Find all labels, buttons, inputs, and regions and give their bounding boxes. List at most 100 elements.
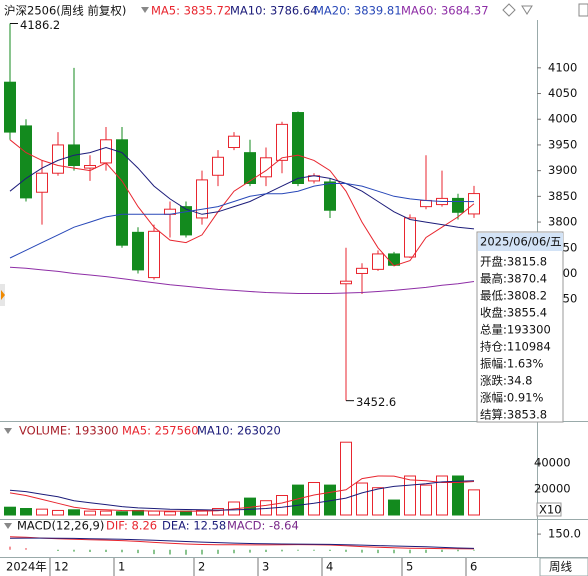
volume-bar [196, 509, 208, 516]
tooltip-row: 开盘:3815.8 [480, 255, 547, 269]
icon-volume [4, 428, 12, 434]
icon-macd [4, 523, 12, 529]
legend-entry: DEA: 12.58 [162, 519, 226, 533]
candle-body [372, 253, 384, 270]
candle-body [324, 181, 336, 211]
icon-ma [141, 7, 149, 13]
ma-line [9, 146, 475, 230]
candle-body [340, 280, 352, 285]
volume-bar [436, 475, 448, 516]
candle-body [260, 157, 272, 178]
legend-entry: VOLUME: 193300 [19, 424, 119, 438]
volume-bar [148, 510, 160, 516]
tooltip-row: 最低:3808.2 [480, 289, 547, 303]
candle-body [452, 197, 464, 213]
ma-line [9, 266, 475, 294]
volume-bar [388, 499, 400, 516]
candle-body [404, 217, 416, 258]
tooltip-row: 收盘:3855.4 [480, 306, 547, 320]
candle-body [132, 231, 144, 271]
icon-box[interactable] [578, 3, 588, 17]
y-tick-label: 3950 [548, 137, 577, 151]
x-tick-label: 6 [470, 560, 477, 574]
chart-title: 沪深2506(周线 前复权) [4, 4, 126, 18]
volume-bar [420, 484, 432, 516]
candle-body [84, 165, 96, 169]
candle-body [116, 139, 128, 246]
dea-line [9, 537, 475, 549]
x-tick-label: 5 [406, 560, 413, 574]
macd-title: MACD(12,26,9) [17, 519, 104, 533]
tooltip-row: 结算:3853.8 [480, 408, 547, 422]
legend-entry: MA20: 3839.81 [314, 4, 402, 18]
x-tick-label: 2024年 [6, 560, 47, 574]
y-tick-label: 4100 [548, 60, 577, 74]
volume-ma-line [9, 480, 475, 511]
volume-bar [308, 482, 320, 516]
volume-bar [164, 511, 176, 516]
legend-entry: DIF: 8.26 [106, 519, 157, 533]
icon-dropdown[interactable] [521, 5, 533, 15]
volume-bar [68, 509, 80, 516]
tooltip-row: 持仓:110984 [480, 340, 551, 354]
volume-bar [404, 475, 416, 516]
legend-entry: MACD: -8.64 [227, 519, 299, 533]
y-tick-label: 40000 [534, 456, 571, 470]
volume-bar [100, 510, 112, 516]
candle-body [4, 81, 16, 133]
tooltip-row: 涨幅:0.91% [480, 391, 543, 405]
volume-ma-line [9, 475, 475, 512]
candle-body [36, 172, 48, 193]
y-tick-label: 20000 [534, 482, 571, 496]
volume-bar [116, 511, 128, 516]
x-tick-label: 4 [326, 560, 333, 574]
y-tick-label: 4000 [548, 112, 577, 126]
legend-entry: MA60: 3684.37 [401, 4, 489, 18]
candle-body [20, 125, 32, 199]
period-label[interactable]: 周线 [549, 560, 572, 574]
tooltip-row: 总量:193300 [480, 323, 551, 337]
legend-entry: MA10: 263020 [197, 424, 281, 438]
tooltip-date: 2025/06/06/五 [480, 235, 562, 249]
x-tick-label: 3 [262, 560, 269, 574]
multiplier-box [536, 502, 562, 517]
volume-bar [372, 487, 384, 516]
candle-body [276, 123, 288, 161]
annotation: 3452.6 [356, 395, 396, 409]
volume-bar [452, 475, 464, 516]
candle-body [180, 206, 192, 236]
volume-bar [468, 489, 480, 516]
y-tick-label: 3850 [548, 189, 577, 203]
icon-diamond[interactable] [502, 3, 516, 17]
volume-bar [4, 506, 16, 516]
y-tick-label: 3800 [548, 215, 577, 229]
dif-line [9, 536, 475, 550]
volume-bar [356, 482, 368, 516]
x-tick-label: 1 [118, 560, 125, 574]
candle-body [212, 156, 224, 176]
y-tick-label: 150.0 [548, 527, 581, 541]
candle-body [388, 253, 400, 266]
tooltip-row: 涨跌:34.8 [480, 374, 532, 388]
volume-bar [52, 509, 64, 516]
candle-body [244, 152, 256, 184]
volume-bar [340, 441, 352, 516]
side-arrow[interactable] [1, 290, 5, 300]
x-tick-label: 12 [54, 560, 69, 574]
volume-bar [36, 508, 48, 516]
ma-line [9, 139, 475, 267]
tooltip-row: 最高:3870.4 [480, 272, 547, 286]
period-box[interactable] [539, 557, 588, 576]
legend-entry: MA5: 257560 [122, 424, 199, 438]
tooltip-row: 振幅:1.63% [480, 357, 543, 371]
tooltip-box [476, 231, 564, 423]
candle-body [196, 179, 208, 219]
y-tick-label: 4050 [548, 86, 577, 100]
annotation: 4186.2 [20, 18, 60, 32]
ma-line [9, 183, 475, 259]
legend-entry: MA5: 3835.72 [151, 4, 231, 18]
x-tick-label: 2 [198, 560, 205, 574]
candle-body [420, 199, 432, 208]
candle-body [148, 230, 160, 279]
